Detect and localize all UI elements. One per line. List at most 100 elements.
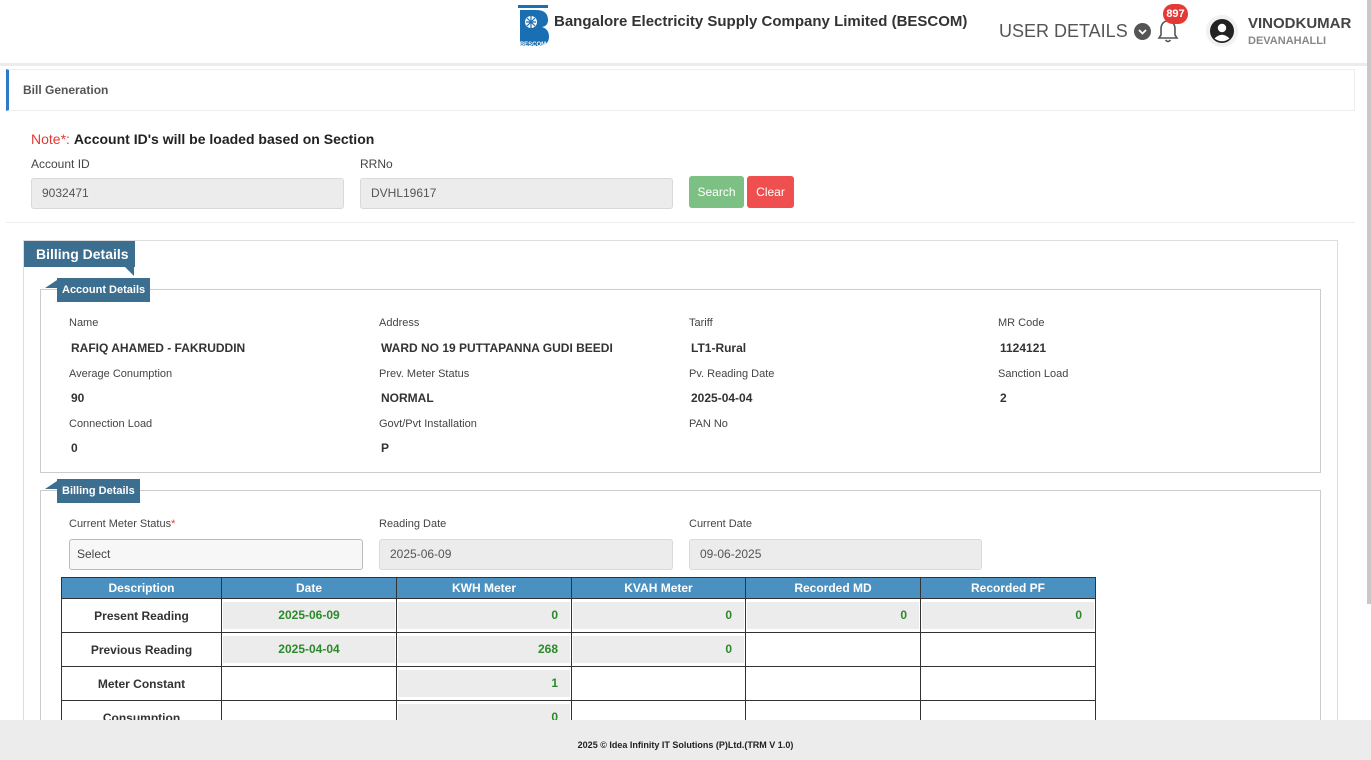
row-description: Meter Constant — [61, 666, 222, 701]
billing-details-header: Billing Details — [24, 241, 135, 267]
meter-status-select[interactable]: Select — [69, 539, 363, 570]
name-label: Name — [69, 317, 99, 329]
brand-title: Bangalore Electricity Supply Company Lim… — [554, 13, 968, 30]
name-value: RAFIQ AHAMED - FAKRUDDIN — [71, 341, 246, 355]
section-note: Note*: Account ID's will be loaded based… — [31, 131, 374, 147]
col-description: Description — [61, 577, 222, 599]
sanction-load-value: 2 — [1000, 391, 1007, 405]
user-location: DEVANAHALLI — [1248, 35, 1327, 47]
previous-kwh-input[interactable]: 268 — [398, 636, 570, 663]
date-cell — [221, 666, 397, 701]
account-id-label: Account ID — [31, 157, 90, 171]
kwh-cell: 0 — [396, 598, 572, 633]
required-marker: * — [171, 518, 176, 530]
kvah-cell — [571, 666, 746, 701]
meter-status-label: Current Meter Status* — [69, 518, 175, 530]
avatar[interactable] — [1206, 15, 1238, 47]
kwh-cell: 268 — [396, 632, 572, 667]
readings-table: Description Date KWH Meter KVAH Meter Re… — [61, 577, 1096, 735]
connection-load-label: Connection Load — [69, 418, 153, 430]
kvah-cell: 0 — [571, 632, 746, 667]
col-date: Date — [221, 577, 397, 599]
divider — [6, 222, 1355, 223]
kvah-cell: 0 — [571, 598, 746, 633]
table-row: Meter Constant 1 — [61, 666, 1096, 701]
present-kvah-input[interactable]: 0 — [573, 602, 744, 629]
pf-cell — [920, 632, 1096, 667]
chevron-down-icon — [1133, 23, 1151, 40]
pf-cell: 0 — [920, 598, 1096, 633]
address-label: Address — [379, 317, 420, 329]
page-title-panel: Bill Generation — [6, 69, 1355, 111]
row-description: Previous Reading — [61, 632, 222, 667]
present-md-input[interactable]: 0 — [747, 602, 919, 629]
present-date-input[interactable]: 2025-06-09 — [223, 602, 395, 629]
table-row: Previous Reading 2025-04-04 268 0 — [61, 632, 1096, 667]
mr-code-value: 1124121 — [1000, 341, 1047, 355]
reading-date-label: Reading Date — [379, 518, 447, 530]
col-kwh: KWH Meter — [396, 577, 572, 599]
legend-tip — [45, 280, 57, 288]
account-id-input[interactable]: 9032471 — [31, 178, 344, 209]
reading-date-input[interactable]: 2025-06-09 — [379, 539, 673, 570]
pf-cell — [920, 666, 1096, 701]
table-header-row: Description Date KWH Meter KVAH Meter Re… — [61, 577, 1096, 599]
govt-pvt-label: Govt/Pvt Installation — [379, 418, 477, 430]
tariff-label: Tariff — [689, 317, 713, 329]
current-date-input[interactable]: 09-06-2025 — [689, 539, 982, 570]
pan-no-label: PAN No — [689, 418, 728, 430]
pv-reading-date-label: Pv. Reading Date — [689, 368, 775, 380]
meter-constant-input[interactable]: 1 — [398, 670, 570, 697]
prev-meter-status-label: Prev. Meter Status — [379, 368, 470, 380]
md-cell — [745, 632, 921, 667]
col-kvah: KVAH Meter — [571, 577, 746, 599]
scrollbar[interactable] — [1367, 0, 1371, 604]
logo-text: BESCOM — [520, 42, 546, 48]
bescom-logo: BESCOM — [518, 5, 549, 48]
footer-text: 2025 © Idea Infinity IT Solutions (P)Ltd… — [577, 740, 794, 750]
row-description: Present Reading — [61, 598, 222, 633]
connection-load-value: 0 — [71, 441, 78, 455]
rrno-label: RRNo — [360, 157, 393, 171]
clear-button[interactable]: Clear — [747, 176, 794, 208]
date-cell: 2025-04-04 — [221, 632, 397, 667]
billing-details-legend: Billing Details — [57, 479, 140, 503]
col-recorded-md: Recorded MD — [745, 577, 921, 599]
avg-consumption-label: Average Conumption — [69, 368, 173, 380]
pv-reading-date-value: 2025-04-04 — [691, 391, 753, 405]
sanction-load-label: Sanction Load — [998, 368, 1069, 380]
govt-pvt-value: P — [381, 441, 390, 455]
mr-code-label: MR Code — [998, 317, 1045, 329]
meter-status-label-text: Current Meter Status — [69, 518, 172, 530]
present-pf-input[interactable]: 0 — [922, 602, 1094, 629]
legend-tip — [45, 481, 57, 489]
col-recorded-pf: Recorded PF — [920, 577, 1096, 599]
kwh-cell: 1 — [396, 666, 572, 701]
address-value: WARD NO 19 PUTTAPANNA GUDI BEEDI — [381, 341, 613, 355]
md-cell — [745, 666, 921, 701]
current-date-label: Current Date — [689, 518, 752, 530]
present-kwh-input[interactable]: 0 — [398, 602, 570, 629]
date-cell: 2025-06-09 — [221, 598, 397, 633]
user-icon — [1210, 19, 1234, 43]
user-details-menu[interactable]: USER DETAILS — [999, 21, 1151, 42]
prev-meter-status-value: NORMAL — [381, 391, 434, 405]
md-cell: 0 — [745, 598, 921, 633]
table-row: Present Reading 2025-06-09 0 0 0 0 — [61, 598, 1096, 633]
top-header: BESCOM Bangalore Electricity Supply Comp… — [0, 0, 1371, 66]
footer: 2025 © Idea Infinity IT Solutions (P)Ltd… — [0, 720, 1371, 760]
rrno-input[interactable]: DVHL19617 — [360, 178, 673, 209]
previous-kvah-input[interactable]: 0 — [573, 636, 744, 663]
account-details-legend: Account Details — [57, 278, 151, 302]
account-details-fieldset — [40, 289, 1321, 473]
avg-consumption-value: 90 — [71, 391, 85, 405]
header-tail — [125, 267, 134, 276]
user-name: VINODKUMAR — [1248, 15, 1352, 32]
note-prefix: Note*: — [31, 131, 70, 147]
previous-date-input[interactable]: 2025-04-04 — [223, 636, 395, 663]
tariff-value: LT1-Rural — [691, 341, 747, 355]
search-button[interactable]: Search — [689, 176, 744, 208]
note-text: Account ID's will be loaded based on Sec… — [73, 131, 375, 147]
user-details-label: USER DETAILS — [999, 21, 1128, 41]
notification-badge: 897 — [1163, 4, 1188, 24]
